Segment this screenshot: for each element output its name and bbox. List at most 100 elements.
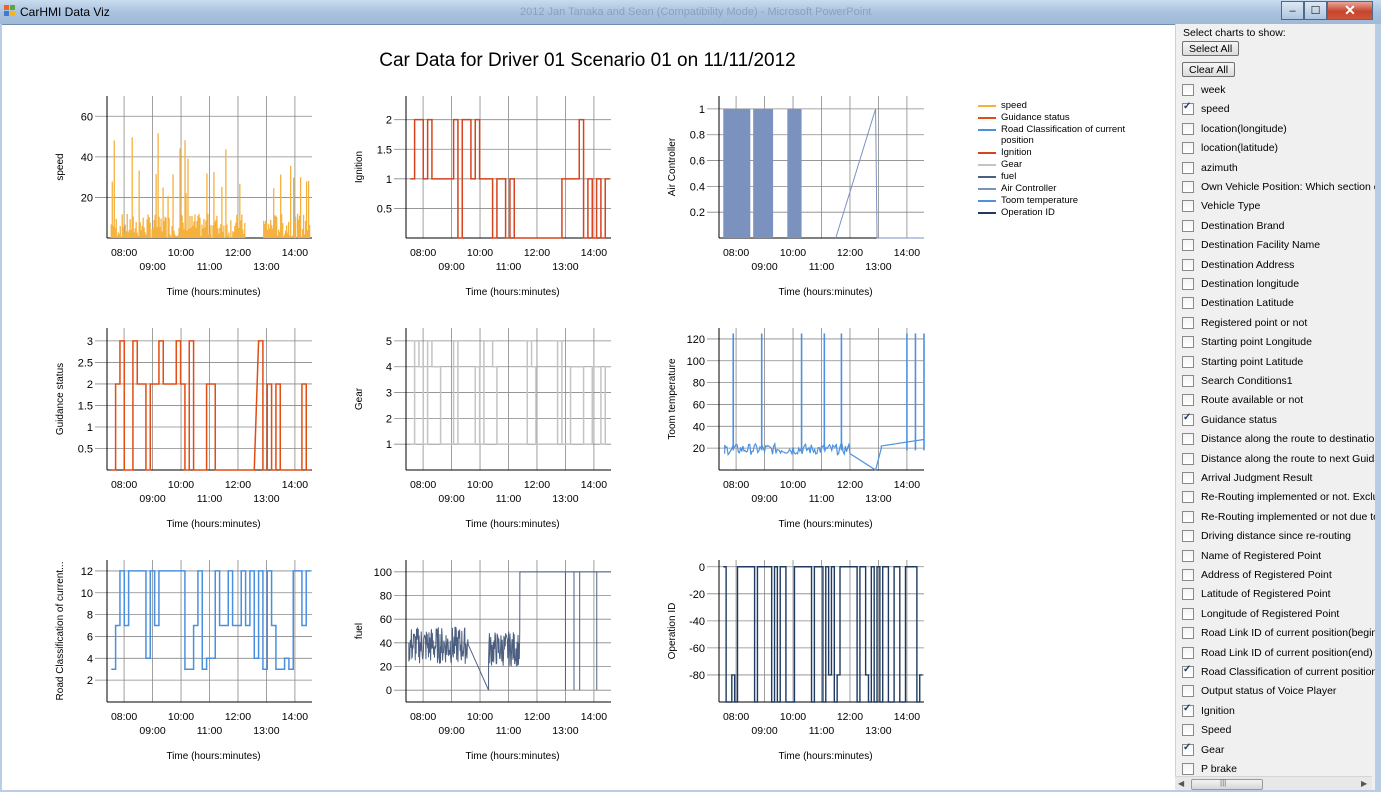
checkbox[interactable] xyxy=(1182,394,1194,407)
chart-checkbox-item[interactable]: Destination Address xyxy=(1182,257,1294,273)
chart-checkbox-item[interactable]: Arrival Judgment Result xyxy=(1182,470,1312,486)
checkbox[interactable] xyxy=(1182,297,1194,310)
legend-swatch xyxy=(978,212,996,214)
checkbox[interactable] xyxy=(1182,122,1194,135)
chart-checkbox-item[interactable]: Starting point Latitude xyxy=(1182,354,1303,370)
checkbox[interactable] xyxy=(1182,412,1194,426)
data-block xyxy=(723,108,751,238)
y-tick-label: 1.5 xyxy=(78,400,93,412)
checkbox-label: Road Classification of current position xyxy=(1201,666,1375,678)
app-icon xyxy=(4,5,16,17)
checkbox[interactable] xyxy=(1182,491,1194,504)
chart-checkbox-item[interactable]: Latitude of Registered Point xyxy=(1182,586,1331,602)
scroll-left-icon[interactable]: ◀ xyxy=(1178,779,1185,788)
chart-checkbox-item[interactable]: Own Vehicle Position: Which section of t… xyxy=(1182,179,1375,195)
chart-checkbox-item[interactable]: Driving distance since re-routing xyxy=(1182,528,1351,544)
close-button[interactable]: ✕ xyxy=(1327,1,1373,20)
chart-checkbox-item[interactable]: Route available or not xyxy=(1182,392,1303,408)
chart-checkbox-item[interactable]: Name of Registered Point xyxy=(1182,548,1321,564)
checkbox[interactable] xyxy=(1182,646,1194,659)
checkbox[interactable] xyxy=(1182,588,1194,601)
chart-checkbox-item[interactable]: Destination Brand xyxy=(1182,218,1284,234)
chart-checkbox-item[interactable]: Road Link ID of current position(end) xyxy=(1182,645,1373,661)
checkbox[interactable] xyxy=(1182,239,1194,252)
chart-checkbox-item[interactable]: Output status of Voice Player xyxy=(1182,683,1336,699)
y-tick-label: 40 xyxy=(693,421,705,433)
chart-selector-header: Select charts to show: xyxy=(1183,27,1286,39)
chart-checkbox-item[interactable]: Re-Routing implemented or not. Excluding xyxy=(1182,489,1375,505)
chart-checkbox-item[interactable]: Vehicle Type xyxy=(1182,198,1260,214)
checkbox[interactable] xyxy=(1182,607,1194,620)
checkbox[interactable] xyxy=(1182,627,1194,640)
checkbox[interactable] xyxy=(1182,510,1194,523)
maximize-button[interactable]: ☐ xyxy=(1304,1,1327,20)
chart-checkbox-item[interactable]: Starting point Longitude xyxy=(1182,334,1312,350)
checkbox[interactable] xyxy=(1182,142,1194,155)
checkbox[interactable] xyxy=(1182,530,1194,543)
checkbox[interactable] xyxy=(1182,161,1194,174)
checkbox[interactable] xyxy=(1182,685,1194,698)
title-bar: CarHMI Data Viz 2012 Jan Tanaka and Sean… xyxy=(0,0,1381,25)
checkbox[interactable] xyxy=(1182,101,1194,116)
scrollbar-thumb[interactable]: ||| xyxy=(1191,778,1263,790)
checkbox[interactable] xyxy=(1182,355,1194,368)
sidebar-horizontal-scrollbar[interactable]: ◀ ||| ▶ xyxy=(1175,776,1372,791)
x-tick-label: 12:00 xyxy=(524,711,550,723)
chart-checkbox-item[interactable]: week xyxy=(1182,82,1226,98)
chart-checkbox-item[interactable]: Search Conditions1 xyxy=(1182,373,1293,389)
checkbox[interactable] xyxy=(1182,763,1194,775)
checkbox[interactable] xyxy=(1182,181,1194,193)
chart-checkbox-item[interactable]: Destination Facility Name xyxy=(1182,237,1320,253)
legend-label: fuel xyxy=(1001,171,1017,182)
chart-checkbox-item[interactable]: location(latitude) xyxy=(1182,140,1278,156)
x-tick-label: 08:00 xyxy=(410,711,436,723)
chart-checkbox-item[interactable]: Road Classification of current position xyxy=(1182,664,1375,680)
checkbox[interactable] xyxy=(1182,316,1194,329)
chart-selector-panel: Select charts to show: Select All Clear … xyxy=(1175,24,1375,790)
checkbox[interactable] xyxy=(1182,569,1194,581)
chart-checkbox-item[interactable]: Re-Routing implemented or not due to det… xyxy=(1182,509,1375,525)
checkbox[interactable] xyxy=(1182,703,1194,717)
checkbox[interactable] xyxy=(1182,664,1194,678)
chart-checkbox-item[interactable]: Gear xyxy=(1182,742,1224,758)
checkbox[interactable] xyxy=(1182,472,1194,484)
chart-checkbox-item[interactable]: Longitude of Registered Point xyxy=(1182,606,1339,622)
chart-checkbox-item[interactable]: Guidance status xyxy=(1182,412,1277,428)
clear-all-button[interactable]: Clear All xyxy=(1182,62,1236,77)
minimize-button[interactable]: – xyxy=(1281,1,1304,20)
chart-checkbox-item[interactable]: Registered point or not xyxy=(1182,315,1307,331)
scroll-right-icon[interactable]: ▶ xyxy=(1361,779,1368,788)
checkbox[interactable] xyxy=(1182,549,1194,562)
checkbox[interactable] xyxy=(1182,742,1194,756)
chart-checkbox-item[interactable]: Address of Registered Point xyxy=(1182,567,1332,583)
x-tick-label: 09:00 xyxy=(139,725,165,737)
chart-checkbox-item[interactable]: Speed xyxy=(1182,722,1231,738)
chart-checkbox-item[interactable]: speed xyxy=(1182,101,1230,117)
chart-checkbox-item[interactable]: Distance along the route to next Guidanc… xyxy=(1182,451,1375,467)
chart-checkbox-item[interactable]: Distance along the route to destination xyxy=(1182,431,1375,447)
chart-checkbox-item[interactable]: Destination longitude xyxy=(1182,276,1299,292)
checkbox[interactable] xyxy=(1182,724,1194,737)
chart-checkbox-item[interactable]: location(longitude) xyxy=(1182,121,1287,137)
y-tick-label: 2 xyxy=(87,675,93,687)
checkbox[interactable] xyxy=(1182,278,1194,290)
checkbox[interactable] xyxy=(1182,258,1194,271)
select-all-button[interactable]: Select All xyxy=(1182,41,1240,56)
checkbox[interactable] xyxy=(1182,219,1194,232)
checkbox[interactable] xyxy=(1182,452,1194,465)
x-tick-label: 12:00 xyxy=(837,711,863,723)
checkbox-label: Name of Registered Point xyxy=(1201,549,1322,562)
y-tick-label: 0.8 xyxy=(690,130,705,142)
checkbox[interactable] xyxy=(1182,433,1194,446)
chart-checkbox-item[interactable]: Road Link ID of current position(begin) xyxy=(1182,625,1375,641)
chart-checkbox-item[interactable]: azimuth xyxy=(1182,160,1238,176)
checkbox[interactable] xyxy=(1182,84,1194,96)
chart-checkbox-item[interactable]: Ignition xyxy=(1182,703,1235,719)
checkbox[interactable] xyxy=(1182,200,1194,213)
x-tick-label: 09:00 xyxy=(139,261,165,273)
checkbox[interactable] xyxy=(1182,375,1194,387)
chart-checkbox-item[interactable]: P brake xyxy=(1182,761,1237,777)
y-axis-label: Air Controller xyxy=(667,137,678,196)
chart-checkbox-item[interactable]: Destination Latitude xyxy=(1182,295,1294,311)
checkbox[interactable] xyxy=(1182,336,1194,349)
